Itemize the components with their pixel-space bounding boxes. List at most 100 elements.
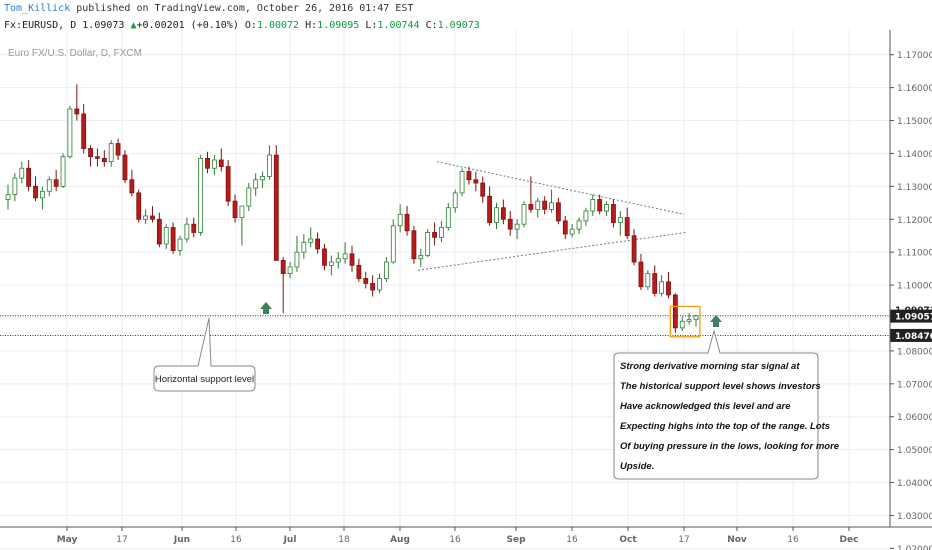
candle[interactable] — [12, 173, 18, 202]
candle[interactable] — [404, 206, 410, 236]
candle[interactable] — [150, 206, 155, 223]
candle[interactable] — [342, 242, 348, 264]
candle[interactable] — [239, 205, 245, 246]
lower-trendline[interactable] — [417, 231, 687, 271]
candle[interactable] — [253, 173, 259, 197]
candle[interactable] — [521, 201, 527, 228]
candle[interactable] — [562, 215, 568, 240]
candle[interactable] — [280, 257, 286, 314]
candle[interactable] — [294, 235, 300, 272]
candle[interactable] — [377, 273, 382, 294]
candle[interactable] — [666, 271, 671, 299]
candle[interactable] — [225, 160, 231, 207]
candle[interactable] — [425, 229, 431, 258]
candle[interactable] — [556, 197, 561, 225]
candle[interactable] — [390, 219, 396, 264]
candle[interactable] — [26, 160, 32, 192]
candle[interactable] — [411, 225, 417, 264]
candle[interactable] — [549, 189, 554, 213]
candle[interactable] — [108, 140, 114, 167]
price-axis[interactable]: 1.17000 1.16000 1.15000 1.14000 1.13000 1.120… — [889, 30, 932, 550]
candle[interactable] — [122, 150, 128, 184]
candle[interactable] — [81, 104, 87, 154]
candle[interactable] — [473, 171, 479, 192]
candle[interactable] — [652, 265, 658, 297]
annotations[interactable]: Horizontal support level Strong derivati… — [153, 302, 840, 480]
candle[interactable] — [211, 155, 217, 175]
candle[interactable] — [590, 194, 596, 216]
candle[interactable] — [232, 194, 238, 223]
candle[interactable] — [679, 316, 685, 332]
candle[interactable] — [273, 145, 279, 261]
candle[interactable] — [246, 183, 252, 212]
candle[interactable] — [287, 262, 293, 279]
candle[interactable] — [356, 258, 362, 282]
candle[interactable] — [315, 232, 321, 254]
candle[interactable] — [95, 148, 100, 167]
candle[interactable] — [611, 199, 616, 228]
candle[interactable] — [645, 270, 651, 291]
candle[interactable] — [617, 211, 623, 236]
candle[interactable] — [177, 235, 183, 256]
candle[interactable] — [143, 209, 149, 225]
candle[interactable] — [267, 145, 272, 180]
candle[interactable] — [335, 252, 341, 269]
candle[interactable] — [115, 138, 121, 161]
candle[interactable] — [672, 293, 678, 333]
candle[interactable] — [5, 184, 11, 210]
candle[interactable] — [170, 222, 176, 254]
candle[interactable] — [301, 234, 307, 259]
candle[interactable] — [260, 171, 265, 188]
candle[interactable] — [576, 217, 582, 235]
candle[interactable] — [542, 196, 548, 215]
candle[interactable] — [383, 257, 389, 282]
candle[interactable] — [397, 204, 403, 233]
candle[interactable] — [445, 202, 451, 231]
support-label-callout[interactable]: Horizontal support level — [153, 317, 256, 392]
candle[interactable] — [184, 217, 190, 243]
candle[interactable] — [514, 219, 520, 240]
candle[interactable] — [363, 271, 369, 289]
candle[interactable] — [535, 197, 541, 218]
candle[interactable] — [631, 229, 637, 266]
candle[interactable] — [156, 212, 162, 248]
candle[interactable] — [604, 201, 609, 216]
morning-star-callout[interactable]: Strong derivative morning star signal at… — [613, 329, 840, 480]
candle[interactable] — [686, 313, 692, 325]
candle[interactable] — [452, 189, 458, 213]
candle[interactable] — [439, 220, 444, 243]
candle[interactable] — [191, 217, 197, 238]
candle[interactable] — [163, 224, 169, 249]
candle[interactable] — [198, 155, 204, 236]
candle[interactable] — [459, 168, 465, 197]
support-lines[interactable] — [0, 315, 890, 336]
candle[interactable] — [67, 105, 73, 159]
candle[interactable] — [349, 245, 355, 272]
candle[interactable] — [205, 151, 210, 174]
candle[interactable] — [693, 314, 699, 327]
candle[interactable] — [466, 166, 472, 185]
candle[interactable] — [370, 275, 376, 297]
candle[interactable] — [53, 169, 59, 192]
candle[interactable] — [659, 275, 664, 297]
author-link[interactable]: Tom_Killick — [4, 3, 71, 14]
triangle-trendlines[interactable] — [417, 161, 687, 271]
candle[interactable] — [569, 224, 575, 238]
candle[interactable] — [500, 199, 506, 225]
candle[interactable] — [88, 145, 93, 167]
candle[interactable] — [494, 202, 499, 230]
time-axis[interactable]: May 17 Jun 16 Jul 18 Aug 16 Sep 16 Oct 17 Nov 16 Dec — [0, 526, 932, 545]
candle[interactable] — [19, 161, 25, 184]
candle[interactable] — [480, 176, 486, 203]
candle[interactable] — [322, 243, 327, 271]
candle[interactable] — [46, 176, 52, 197]
candle[interactable] — [624, 207, 630, 240]
morning-star-highlight-box[interactable] — [669, 305, 701, 338]
candle[interactable] — [40, 186, 45, 210]
candle[interactable] — [33, 176, 38, 202]
candle[interactable] — [74, 84, 80, 121]
candle[interactable] — [487, 186, 493, 226]
candle[interactable] — [418, 248, 424, 267]
candle[interactable] — [136, 189, 142, 223]
